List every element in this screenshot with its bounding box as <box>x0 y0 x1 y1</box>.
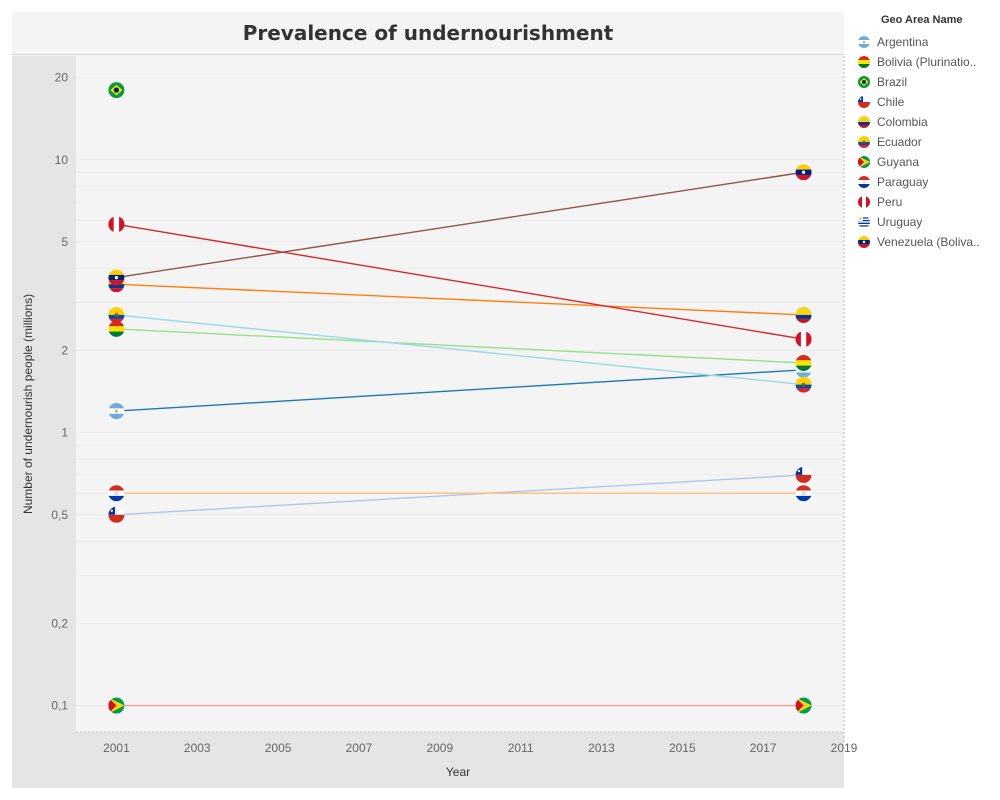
flag-icon <box>858 116 870 128</box>
legend-item[interactable]: Argentina <box>852 32 998 52</box>
x-tick-label: 2005 <box>265 741 292 755</box>
chart-title: Prevalence of undernourishment <box>242 21 614 45</box>
legend-item[interactable]: Bolivia (Plurinatio.. <box>852 52 998 72</box>
x-axis-title: Year <box>446 765 470 779</box>
legend-label: Colombia <box>877 115 928 129</box>
flag-icon <box>858 76 870 88</box>
series-line <box>116 283 804 316</box>
legend-item[interactable]: Uruguay <box>852 212 998 232</box>
legend-label: Chile <box>877 95 905 109</box>
chart-area <box>12 12 844 788</box>
legend-label: Bolivia (Plurinatio.. <box>877 55 977 69</box>
data-point <box>795 306 812 323</box>
y-tick-label: 2 <box>61 344 68 358</box>
x-tick-label: 2017 <box>750 741 777 755</box>
series-lines <box>116 171 804 707</box>
y-axis-band <box>12 56 76 732</box>
data-point <box>795 376 812 393</box>
x-tick-label: 2003 <box>184 741 211 755</box>
legend-label: Venezuela (Boliva.. <box>877 235 980 249</box>
x-axis-band <box>12 732 844 788</box>
flag-icon <box>858 56 870 68</box>
x-tick-label: 2011 <box>508 741 534 755</box>
legend-item[interactable]: Ecuador <box>852 132 998 152</box>
y-tick-label: 20 <box>55 71 69 85</box>
x-tick-label: 2013 <box>588 741 615 755</box>
series-line <box>116 369 804 412</box>
data-point <box>108 269 125 286</box>
data-point <box>795 485 812 502</box>
y-tick-label: 0,1 <box>51 699 68 713</box>
y-tick-label: 0,2 <box>51 616 68 630</box>
x-tick-label: 2019 <box>831 741 858 755</box>
data-point <box>795 697 812 714</box>
data-point <box>795 466 812 483</box>
data-point <box>795 164 812 181</box>
legend-label: Guyana <box>877 155 920 169</box>
x-tick-label: 2015 <box>669 741 696 755</box>
data-point <box>108 403 125 420</box>
x-tick-label: 2001 <box>103 741 130 755</box>
flag-icon <box>858 196 870 208</box>
legend-item[interactable]: Paraguay <box>852 172 998 192</box>
data-point <box>108 320 125 337</box>
series-line <box>116 474 804 516</box>
flag-icon <box>858 96 870 108</box>
y-axis-title: Number of undernourish people (millions) <box>21 294 35 514</box>
data-point <box>108 306 125 323</box>
flag-icon <box>858 136 870 148</box>
series-line <box>116 171 804 279</box>
data-point <box>108 485 125 502</box>
series-line <box>116 314 804 386</box>
legend-item[interactable]: Colombia <box>852 112 998 132</box>
legend-items: Argentina Bolivia (Plurinatio.. Brazil Chil… <box>852 32 998 252</box>
y-tick-label: 5 <box>61 235 68 249</box>
data-point <box>108 697 125 714</box>
axes: 20 10 5 2 1 0,5 0,2 0,1 2001 2003 2005 2007 2009 2011… <box>21 56 858 779</box>
legend-item[interactable]: Peru <box>852 192 998 212</box>
data-point <box>795 354 812 371</box>
flag-icon <box>858 176 870 188</box>
legend-item[interactable]: Venezuela (Boliva.. <box>852 232 998 252</box>
legend-label: Ecuador <box>877 135 922 149</box>
gridlines <box>76 77 844 707</box>
series-line <box>116 328 804 364</box>
series-line <box>116 223 804 340</box>
flag-icon <box>858 36 870 48</box>
legend-label: Uruguay <box>877 215 923 229</box>
y-tick-label: 1 <box>61 426 68 440</box>
title-bar: Prevalence of undernourishment <box>12 12 844 55</box>
legend-label: Argentina <box>877 35 929 49</box>
y-tick-label: 10 <box>55 153 69 167</box>
data-point <box>108 216 125 233</box>
legend-item[interactable]: Guyana <box>852 152 998 172</box>
data-point <box>795 331 812 348</box>
legend-label: Peru <box>877 195 903 209</box>
flag-icon <box>858 236 870 248</box>
flag-icon <box>858 156 870 168</box>
x-tick-label: 2007 <box>346 741 373 755</box>
legend-label: Paraguay <box>877 175 929 189</box>
x-tick-label: 2009 <box>426 741 453 755</box>
legend-title: Geo Area Name <box>881 14 963 26</box>
legend-item[interactable]: Chile <box>852 92 998 112</box>
y-tick-label: 0,5 <box>51 508 68 522</box>
legend: Geo Area Name Argentina Bolivia (Plurinat… <box>852 12 998 252</box>
legend-label: Brazil <box>877 75 908 89</box>
series-points <box>108 82 812 714</box>
flag-icon <box>858 216 870 228</box>
data-point <box>108 82 125 99</box>
legend-item[interactable]: Brazil <box>852 72 998 92</box>
data-point <box>108 506 125 523</box>
